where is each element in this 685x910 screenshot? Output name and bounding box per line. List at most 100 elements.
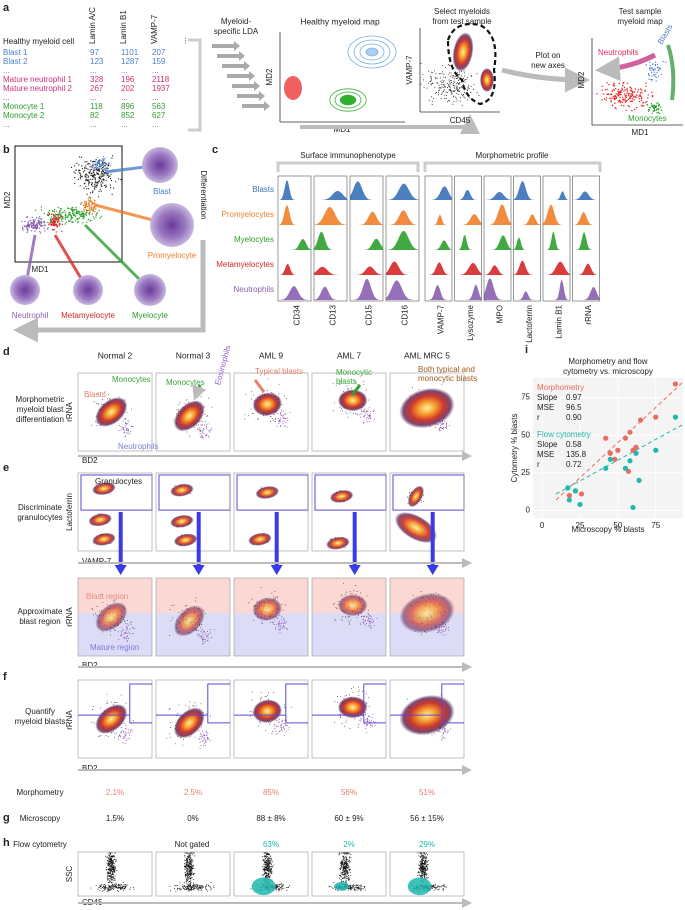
scatter-dot — [457, 90, 459, 92]
scatter-dot — [365, 619, 366, 621]
scatter-dot — [199, 742, 201, 744]
scatter-dot — [115, 702, 117, 704]
scatter-dot — [596, 93, 598, 95]
scatter-dot — [194, 702, 196, 704]
plot-frame — [155, 472, 231, 552]
column-label: Lactoferrin — [525, 305, 534, 343]
scatter-dot — [441, 632, 443, 634]
scatter-dot — [85, 167, 88, 169]
histogram — [350, 278, 383, 300]
column-label: Lysozyme — [466, 304, 475, 340]
scatter-dot — [631, 91, 634, 93]
scatter-dot — [190, 868, 192, 870]
scatter-dot — [641, 92, 643, 94]
scatter-dot — [658, 112, 661, 115]
scatter-dot — [435, 78, 437, 80]
scatter-dot — [619, 102, 622, 104]
label: myeloid map — [617, 17, 663, 26]
scatter-dot — [55, 218, 57, 220]
scatter-dot — [428, 82, 429, 84]
scatter-dot — [126, 411, 128, 413]
scatter-dot — [92, 210, 94, 213]
scatter-dot — [627, 98, 630, 101]
scatter-dot — [124, 431, 126, 433]
scatter-dot — [110, 874, 112, 875]
scatter-dot — [277, 733, 279, 735]
scatter-dot — [456, 86, 458, 88]
scatter-dot — [90, 219, 92, 221]
scatter-dot — [611, 97, 613, 99]
scatter-dot — [638, 98, 640, 100]
scatter-dot — [282, 626, 284, 627]
scatter-dot — [31, 216, 33, 218]
scatter-dot — [125, 728, 127, 730]
scatter-dot — [206, 433, 208, 435]
scatter-dot — [284, 707, 286, 709]
scatter-dot — [96, 169, 98, 172]
scatter-dot — [130, 430, 132, 432]
value-label: 51% — [419, 788, 435, 797]
scatter-dot — [184, 866, 186, 867]
scatter-dot — [198, 630, 199, 631]
scatter-dot — [194, 885, 196, 887]
scatter-dot — [209, 632, 211, 634]
column-header: Normal 3 — [176, 350, 211, 360]
scatter-dot — [627, 105, 629, 107]
scatter-dot — [95, 169, 97, 171]
scatter-dot — [452, 84, 454, 86]
scatter-dot — [448, 629, 450, 631]
scatter-dot — [644, 89, 646, 91]
scatter-dot — [81, 175, 83, 177]
scatter-dot — [94, 178, 96, 180]
scatter-dot — [128, 633, 130, 635]
axis-label: rRNA — [65, 402, 74, 422]
scatter-dot — [202, 435, 204, 437]
scatter-dot — [127, 729, 129, 731]
gate — [390, 683, 464, 724]
scatter-dot — [454, 81, 456, 83]
scatter-dot — [181, 888, 183, 890]
scatter-dot — [455, 85, 457, 87]
scatter-dot — [478, 95, 480, 97]
scatter-dot — [202, 437, 204, 439]
histogram — [484, 278, 511, 300]
scatter-dot — [193, 706, 195, 707]
scatter-dot — [355, 412, 356, 414]
scatter-dot — [110, 870, 112, 872]
scatter-dot — [129, 432, 131, 434]
scatter-dot — [348, 388, 350, 390]
scatter-dot — [108, 863, 110, 865]
scatter-dot — [282, 727, 284, 729]
scatter-dot — [110, 872, 111, 874]
scatter-dot — [206, 428, 208, 430]
scatter-dot — [442, 733, 444, 735]
scatter-dot — [94, 206, 96, 208]
scatter-dot — [203, 632, 205, 634]
scatter-dot — [412, 594, 414, 596]
scatter-dot — [468, 84, 470, 86]
scatter-dot — [68, 214, 70, 216]
plot-frame — [233, 577, 309, 657]
scatter-dot — [197, 633, 199, 635]
scatter-dot — [89, 211, 91, 214]
scatter-dot — [453, 80, 455, 82]
scatter-dot — [122, 427, 124, 429]
scatter-dot — [109, 630, 111, 632]
scatter-dot — [77, 178, 79, 180]
scatter-dot — [98, 179, 100, 181]
scatter-dot — [278, 624, 280, 626]
row-label: Promyelocytes — [222, 210, 274, 219]
scatter-dot — [85, 202, 88, 204]
scatter-dot — [363, 383, 365, 385]
scatter-dot — [102, 157, 104, 160]
histogram — [454, 235, 482, 250]
annotation: Neutrophils — [598, 48, 638, 57]
scatter-dot — [184, 887, 186, 888]
scatter-dot — [605, 97, 608, 99]
scatter-dot — [179, 888, 181, 890]
scatter-dot — [192, 866, 194, 868]
scatter-dot — [71, 166, 73, 169]
scatter-dot — [131, 408, 132, 410]
scatter-dot — [276, 733, 278, 735]
scatter-dot — [83, 209, 85, 211]
